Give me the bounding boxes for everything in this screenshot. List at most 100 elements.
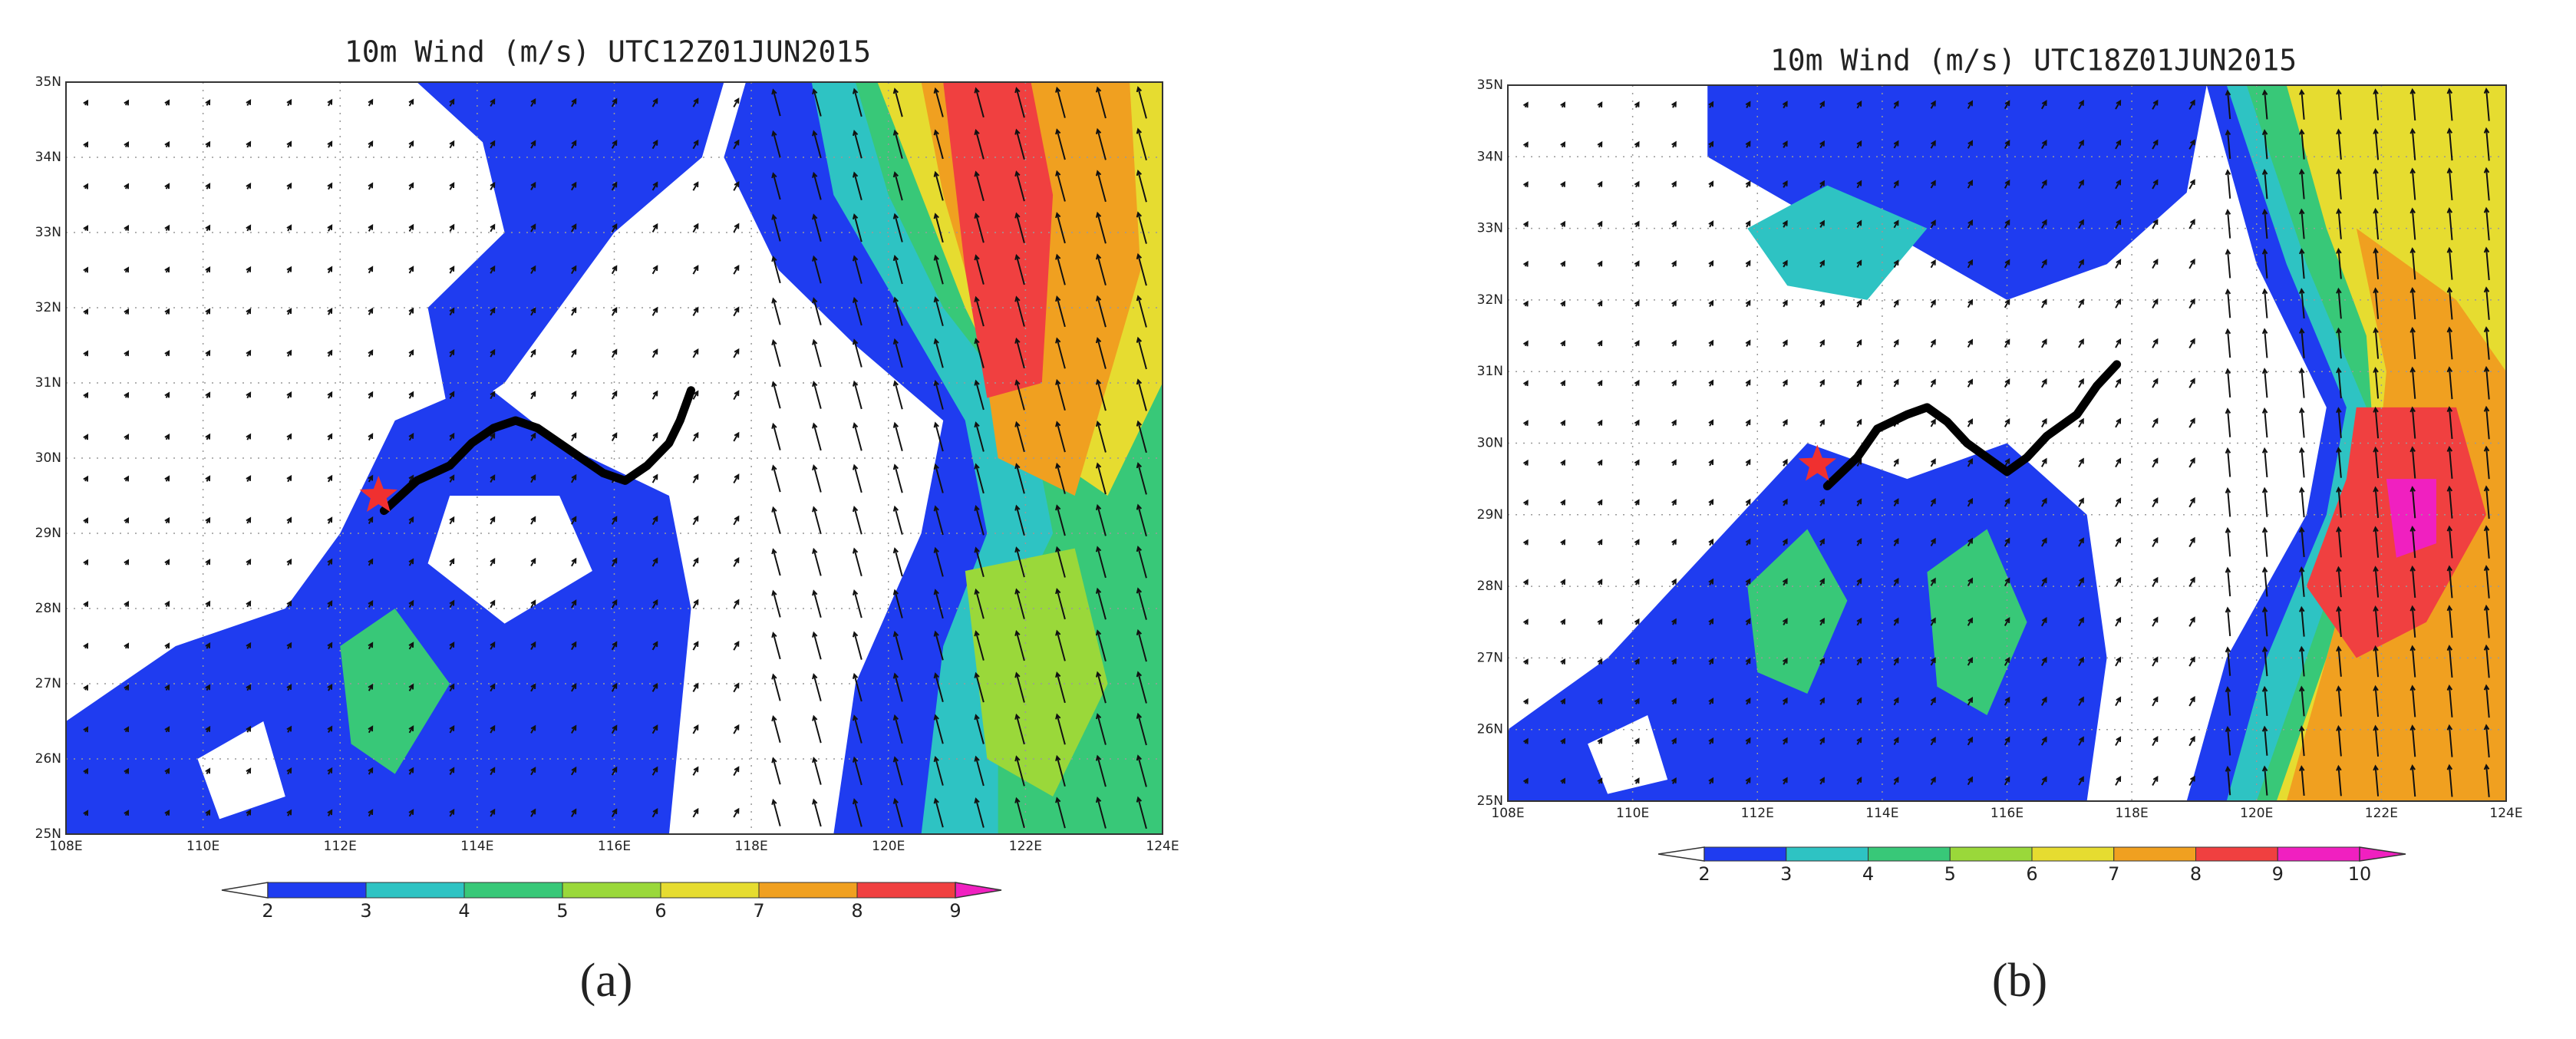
arrow-head <box>1014 546 1021 553</box>
arrow-head <box>408 98 414 105</box>
arrow-head <box>2189 735 2195 742</box>
arrow-head <box>1136 587 1143 594</box>
arrow-head <box>612 97 618 104</box>
wind-arrow <box>2337 766 2342 797</box>
arrow-head <box>286 349 292 356</box>
arrow-head <box>1931 537 1936 544</box>
arrow-head <box>1708 339 1714 346</box>
arrow-head <box>1856 378 1862 385</box>
arrow-head <box>1014 379 1021 386</box>
arrow-head <box>408 725 414 731</box>
arrow-head <box>124 810 130 816</box>
wind-arrow <box>853 506 863 535</box>
arrow-head <box>1856 777 1862 783</box>
arrow-head <box>2004 219 2010 226</box>
arrow-head <box>1055 588 1061 595</box>
wind-arrow <box>2374 686 2380 717</box>
arrow-head <box>571 766 577 773</box>
wind-arrow <box>2301 328 2305 358</box>
wind-arrow <box>2411 726 2416 757</box>
arrow-head <box>2373 764 2379 771</box>
arrow-head <box>2409 565 2416 572</box>
arrow-head <box>1522 658 1529 665</box>
wind-arrow <box>894 674 903 702</box>
arrow-head <box>1634 658 1640 665</box>
arrow-head <box>771 464 777 471</box>
arrow-head <box>2116 776 2122 782</box>
wind-arrow <box>1015 422 1025 453</box>
arrow-head <box>2004 457 2010 464</box>
arrow-head <box>652 348 658 355</box>
arrow-head <box>892 296 899 303</box>
wind-arrow <box>894 298 903 326</box>
river-track <box>379 386 696 516</box>
arrow-head <box>612 808 618 815</box>
arrow-head <box>124 350 130 357</box>
wind-arrow <box>772 800 781 826</box>
colorbar-label: 7 <box>2108 863 2119 885</box>
arrow-head <box>974 504 980 512</box>
arrow-head <box>734 97 740 104</box>
arrow-head <box>1560 737 1565 744</box>
arrow-head <box>1856 180 1862 186</box>
wind-arrow <box>2264 329 2268 358</box>
arrow-head <box>164 726 170 732</box>
wind-arrow <box>772 716 781 744</box>
lon-label: 120E <box>872 839 905 854</box>
arrow-head <box>652 265 658 272</box>
arrow-head <box>1597 737 1603 744</box>
arrow-head <box>205 140 211 147</box>
wind-arrow <box>2337 289 2342 319</box>
arrow-head <box>124 684 130 691</box>
arrow-head <box>2152 338 2159 345</box>
arrow-head <box>2041 656 2047 663</box>
arrow-head <box>1931 617 1936 624</box>
arrow-head <box>1745 180 1751 186</box>
arrow-head <box>2409 207 2416 214</box>
arrow-head <box>612 223 618 229</box>
arrow-head <box>933 380 939 387</box>
arrow-head <box>2261 685 2268 692</box>
arrow-head <box>1708 538 1714 545</box>
arrow-head <box>1782 379 1788 385</box>
arrow-head <box>1931 378 1936 385</box>
arrow-head <box>124 434 130 440</box>
arrow-head <box>1136 712 1143 719</box>
wind-arrow <box>2227 250 2231 279</box>
arrow-head <box>408 516 414 523</box>
arrow-head <box>1597 698 1603 704</box>
arrow-head <box>1745 777 1751 783</box>
arrow-head <box>1014 463 1021 470</box>
arrow-head <box>2261 447 2268 454</box>
wind-arrow <box>2337 726 2342 757</box>
arrow-head <box>1819 418 1825 425</box>
arrow-head <box>1136 671 1143 678</box>
wind-arrow <box>1097 380 1107 411</box>
arrow-head <box>490 474 496 480</box>
arrow-head <box>812 130 818 137</box>
arrow-head <box>1856 737 1862 744</box>
wind-arrow <box>894 548 903 577</box>
wind-arrow <box>2264 448 2268 478</box>
arrow-head <box>1819 299 1825 306</box>
wind-arrow <box>975 130 985 160</box>
arrow-head <box>2299 168 2305 175</box>
arrow-head <box>1055 212 1061 219</box>
wind-arrow <box>1056 547 1066 578</box>
arrow-head <box>571 516 577 523</box>
arrow-head <box>1856 617 1862 624</box>
arrow-head <box>530 391 536 397</box>
arrow-head <box>693 557 699 564</box>
arrow-head <box>2225 249 2231 255</box>
arrow-head <box>1782 219 1788 226</box>
arrow-head <box>2079 378 2084 384</box>
arrow-head <box>571 557 577 564</box>
arrow-head <box>571 432 577 439</box>
arrow-head <box>124 266 130 273</box>
arrow-head <box>1819 777 1825 783</box>
arrow-head <box>1014 504 1021 511</box>
arrow-head <box>652 306 658 313</box>
lat-label: 28N <box>1477 579 1503 594</box>
arrow-head <box>2261 725 2268 732</box>
wind-arrow <box>2264 647 2268 677</box>
